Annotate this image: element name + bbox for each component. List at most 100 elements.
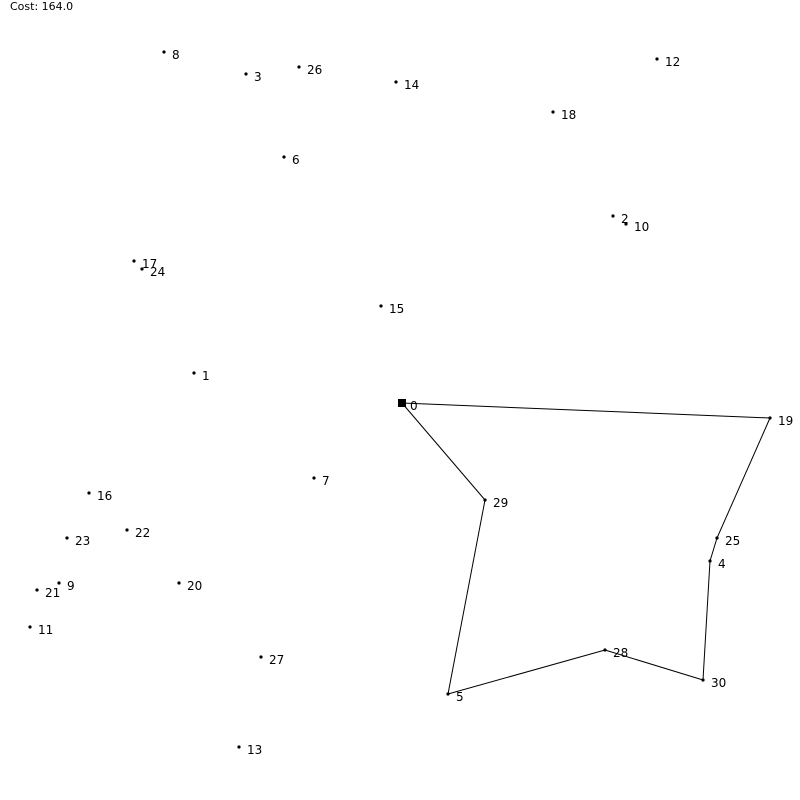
city-node[interactable]: 13: [237, 743, 262, 757]
city-node[interactable]: 19: [768, 414, 793, 428]
city-node-label: 24: [150, 265, 165, 279]
city-node-dot: [655, 57, 659, 61]
city-node-label: 7: [322, 474, 330, 488]
city-node[interactable]: 14: [394, 78, 419, 92]
city-node-dot: [259, 655, 263, 659]
city-node-dot: [87, 491, 91, 495]
city-node[interactable]: 30: [701, 676, 726, 690]
route-edge-4-30: [702, 560, 711, 681]
city-node-dot: [297, 65, 301, 69]
route-edge-29-0: [401, 402, 486, 501]
start-node[interactable]: 0: [398, 399, 418, 413]
route-edge-28-5: [447, 649, 606, 695]
city-node[interactable]: 5: [446, 690, 464, 704]
city-node-label: 1: [202, 369, 210, 383]
city-node[interactable]: 28: [603, 646, 628, 660]
city-node[interactable]: 20: [177, 579, 202, 593]
city-node-label: 11: [38, 623, 53, 637]
city-node-dot: [551, 110, 555, 114]
city-node-label: 6: [292, 153, 300, 167]
city-node-label: 12: [665, 55, 680, 69]
city-node-label: 30: [711, 676, 726, 690]
city-node[interactable]: 10: [624, 220, 649, 234]
city-node-label: 0: [410, 399, 418, 413]
start-node-marker: [398, 399, 406, 407]
city-node-label: 25: [725, 534, 740, 548]
city-node-dot: [768, 416, 772, 420]
city-node-dot: [237, 745, 241, 749]
city-node-dot: [35, 588, 39, 592]
city-node-dot: [603, 648, 607, 652]
city-node-dot: [715, 536, 719, 540]
city-node-label: 28: [613, 646, 628, 660]
city-node[interactable]: 29: [483, 496, 508, 510]
city-node-label: 21: [45, 586, 60, 600]
city-node[interactable]: 25: [715, 534, 740, 548]
city-node-dot: [65, 536, 69, 540]
city-node-dot: [611, 214, 615, 218]
city-node[interactable]: 18: [551, 108, 576, 122]
city-node-dot: [483, 498, 487, 502]
city-node-dot: [379, 304, 383, 308]
city-node[interactable]: 17: [132, 257, 157, 271]
city-node[interactable]: 7: [312, 474, 330, 488]
city-node-label: 5: [456, 690, 464, 704]
city-node[interactable]: 8: [162, 48, 180, 62]
city-node-label: 9: [67, 579, 75, 593]
city-node-label: 16: [97, 489, 112, 503]
city-node[interactable]: 23: [65, 534, 90, 548]
city-node[interactable]: 22: [125, 526, 150, 540]
city-node-dot: [624, 222, 628, 226]
city-node-dot: [125, 528, 129, 532]
city-node-label: 8: [172, 48, 180, 62]
cost-readout: Cost: 164.0: [10, 0, 74, 13]
city-node[interactable]: 3: [244, 70, 262, 84]
city-node-label: 18: [561, 108, 576, 122]
city-node[interactable]: 12: [655, 55, 680, 69]
city-node-dot: [162, 50, 166, 54]
city-node-label: 26: [307, 63, 322, 77]
city-node-dot: [132, 259, 136, 263]
city-node-label: 20: [187, 579, 202, 593]
city-node[interactable]: 2: [611, 212, 629, 226]
city-node-label: 13: [247, 743, 262, 757]
city-node[interactable]: 11: [28, 623, 53, 637]
city-node-label: 17: [142, 257, 157, 271]
city-node-dot: [177, 581, 181, 585]
city-node[interactable]: 26: [297, 63, 322, 77]
city-node-label: 23: [75, 534, 90, 548]
city-node-label: 19: [778, 414, 793, 428]
city-node-label: 2: [621, 212, 629, 226]
city-node-dot: [708, 559, 712, 563]
city-node-label: 22: [135, 526, 150, 540]
city-node[interactable]: 1: [192, 369, 210, 383]
city-node[interactable]: 16: [87, 489, 112, 503]
city-node[interactable]: 21: [35, 586, 60, 600]
city-node-dot: [394, 80, 398, 84]
city-node-label: 27: [269, 653, 284, 667]
city-node-dot: [244, 72, 248, 76]
route-edge-5-29: [447, 499, 486, 695]
city-node-dot: [28, 625, 32, 629]
route-edge-0-19: [401, 402, 771, 419]
city-node-dot: [446, 692, 450, 696]
city-node[interactable]: 24: [140, 265, 165, 279]
city-node[interactable]: 6: [282, 153, 300, 167]
city-node-dot: [701, 678, 705, 682]
city-node-label: 15: [389, 302, 404, 316]
route-edge-25-4: [709, 537, 718, 562]
city-node-label: 4: [718, 557, 726, 571]
city-node[interactable]: 9: [57, 579, 75, 593]
city-node-label: 10: [634, 220, 649, 234]
city-node-label: 3: [254, 70, 262, 84]
city-node-dot: [140, 267, 144, 271]
city-node[interactable]: 15: [379, 302, 404, 316]
city-node-dot: [192, 371, 196, 375]
city-node-dot: [282, 155, 286, 159]
route-edge-19-25: [716, 417, 771, 539]
city-node[interactable]: 27: [259, 653, 284, 667]
city-node-label: 14: [404, 78, 419, 92]
city-node-label: 29: [493, 496, 508, 510]
city-node[interactable]: 4: [708, 557, 726, 571]
